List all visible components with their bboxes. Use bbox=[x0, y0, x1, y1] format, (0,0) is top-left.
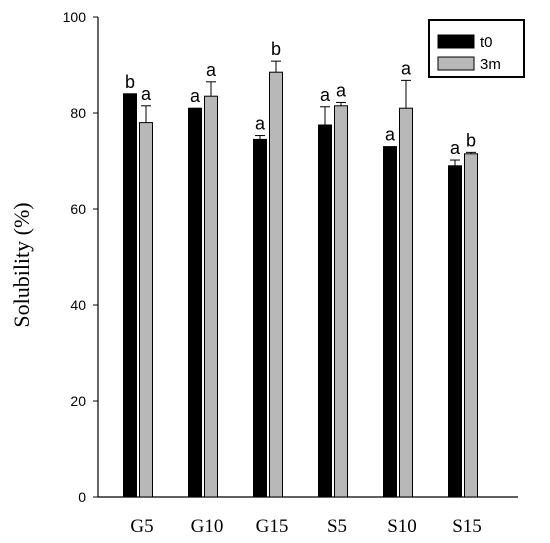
bar-3m-G15 bbox=[269, 71, 283, 498]
bar-3m-S10 bbox=[399, 107, 413, 498]
legend-swatch-t0 bbox=[437, 34, 475, 49]
y-tick-label: 60 bbox=[70, 201, 86, 217]
error-bars bbox=[141, 60, 476, 166]
bar-t0-G10 bbox=[188, 107, 202, 498]
bar-t0-G15 bbox=[253, 138, 267, 498]
sig-letter-3m-G15: b bbox=[271, 39, 281, 59]
sig-letter-t0-S10: a bbox=[385, 125, 396, 145]
sig-letter-t0-G5: b bbox=[125, 72, 135, 92]
sig-letter-3m-S10: a bbox=[401, 58, 412, 78]
y-tick-label: 80 bbox=[70, 105, 86, 121]
y-tick-label: 0 bbox=[78, 489, 86, 505]
bar-3m-S5 bbox=[334, 105, 348, 498]
bar-t0-S5 bbox=[318, 124, 332, 498]
x-tick-label: G10 bbox=[191, 516, 224, 537]
legend-label-3m: 3m bbox=[480, 56, 501, 73]
bar-3m-G5 bbox=[139, 122, 153, 498]
x-tick-label: G5 bbox=[130, 516, 153, 537]
y-tick-label: 100 bbox=[63, 9, 87, 25]
sig-letter-t0-S15: a bbox=[450, 138, 461, 158]
bar-t0-S10 bbox=[383, 146, 397, 498]
x-tick-labels: G5 G10 G15 S5 S10 S15 bbox=[130, 516, 481, 537]
sig-letter-3m-S15: b bbox=[466, 130, 476, 150]
bars bbox=[123, 71, 478, 498]
y-axis-label: Solubility (%) bbox=[9, 202, 34, 327]
y-tick-label: 20 bbox=[70, 393, 86, 409]
x-tick-label: S10 bbox=[387, 516, 417, 537]
sig-letter-3m-G5: a bbox=[141, 84, 152, 104]
sig-letter-t0-G15: a bbox=[255, 114, 266, 134]
y-tick-label: 40 bbox=[70, 297, 86, 313]
sig-letter-t0-G10: a bbox=[190, 86, 201, 106]
x-tick-label: G15 bbox=[256, 516, 289, 537]
bar-3m-S15 bbox=[464, 153, 478, 498]
x-tick-label: S5 bbox=[327, 516, 347, 537]
sig-letter-3m-G10: a bbox=[206, 60, 217, 80]
sig-letter-t0-S5: a bbox=[320, 85, 331, 105]
sig-letter-3m-S5: a bbox=[336, 80, 347, 100]
bar-t0-S15 bbox=[448, 165, 462, 498]
bar-t0-G5 bbox=[123, 93, 137, 498]
legend-swatch-3m bbox=[437, 56, 475, 71]
x-tick-label: S15 bbox=[452, 516, 482, 537]
y-tick-labels: 0 20 40 60 80 100 bbox=[63, 9, 87, 505]
legend-label-t0: t0 bbox=[480, 34, 493, 51]
bar-3m-G10 bbox=[204, 95, 218, 498]
